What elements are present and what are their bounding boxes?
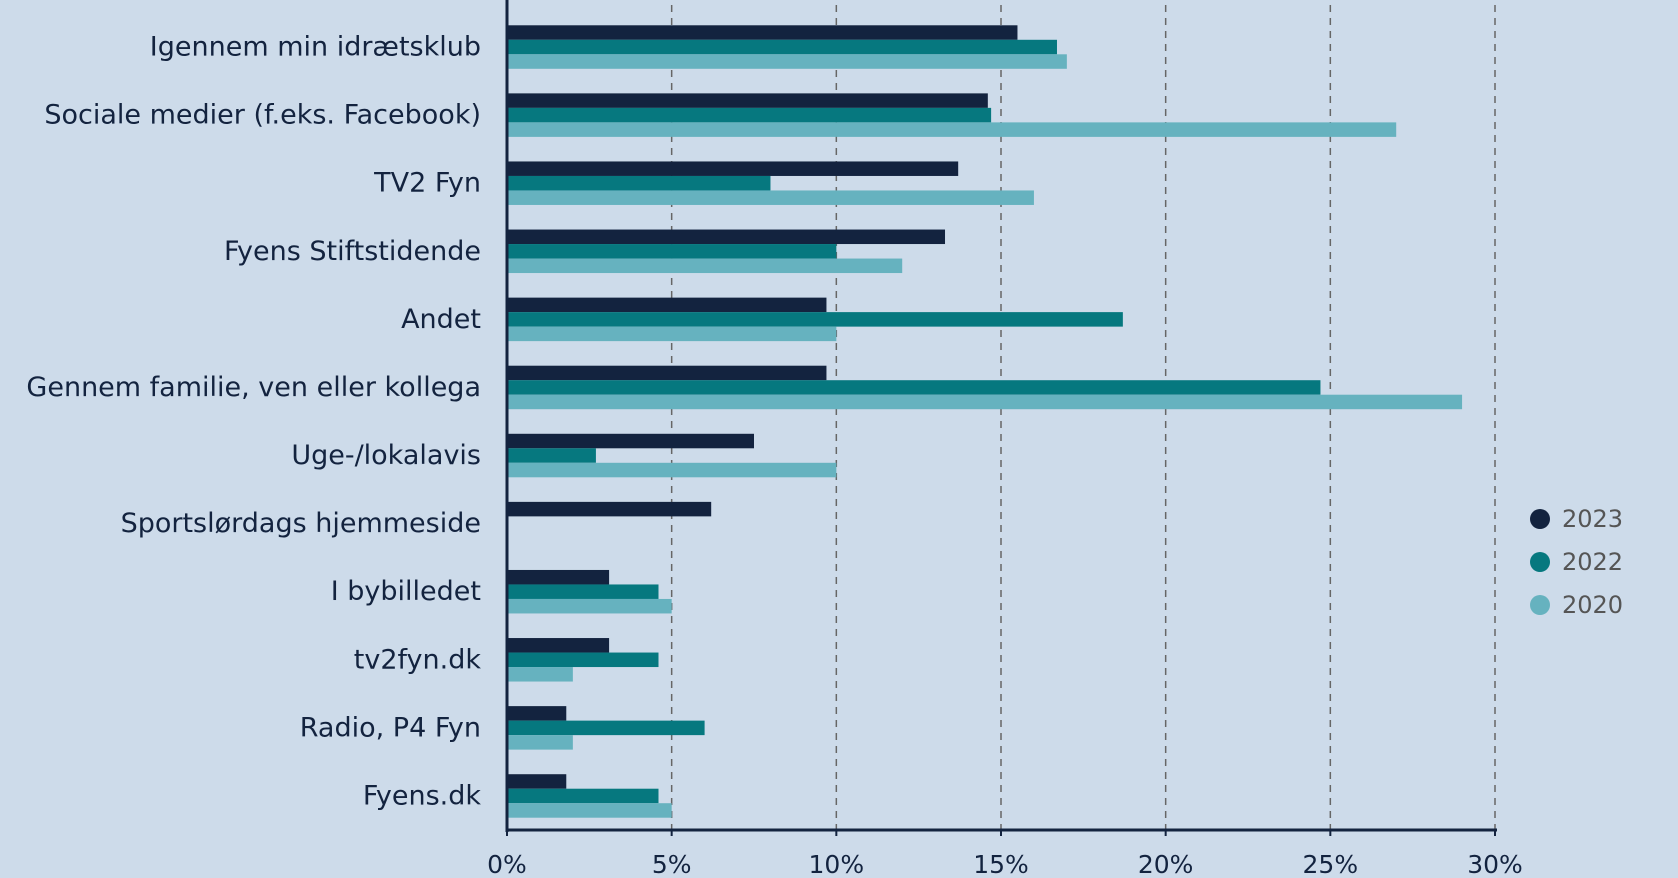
bar xyxy=(507,161,959,176)
bar xyxy=(507,433,754,449)
x-tick-label: 10% xyxy=(809,850,865,878)
y-tick-label: Sociale medier (f.eks. Facebook) xyxy=(44,100,481,131)
bar xyxy=(507,735,573,750)
bar xyxy=(507,394,1463,410)
bar xyxy=(507,365,827,381)
bar xyxy=(507,720,705,736)
bar xyxy=(507,448,596,463)
bar xyxy=(507,39,1057,55)
bar xyxy=(507,501,712,517)
legend-marker xyxy=(1530,595,1550,615)
y-tick-label: Radio, P4 Fyn xyxy=(300,712,481,743)
bar xyxy=(507,788,659,804)
bar xyxy=(507,774,567,789)
bar xyxy=(507,107,992,123)
y-tick-label: Igennem min idrætsklub xyxy=(150,32,481,63)
bar xyxy=(507,584,659,599)
y-tick-label: TV2 Fyn xyxy=(373,168,481,199)
bar xyxy=(507,297,827,313)
bar xyxy=(507,54,1067,69)
y-tick-label: Fyens.dk xyxy=(363,780,482,811)
bar xyxy=(507,93,988,108)
bar xyxy=(507,326,837,342)
x-tick-label: 5% xyxy=(652,850,692,878)
x-tick-label: 20% xyxy=(1138,850,1194,878)
y-tick-label: Andet xyxy=(401,304,481,335)
bar xyxy=(507,122,1397,137)
bar xyxy=(507,638,610,653)
legend-label: 2020 xyxy=(1562,591,1623,619)
bar xyxy=(507,175,771,191)
bar xyxy=(507,190,1034,205)
bar xyxy=(507,652,659,668)
legend-marker xyxy=(1530,552,1550,572)
x-tick-label: 25% xyxy=(1303,850,1359,878)
legend-label: 2023 xyxy=(1562,505,1623,533)
y-tick-label: Fyens Stiftstidende xyxy=(224,236,481,267)
y-tick-label: Uge-/lokalavis xyxy=(291,440,481,471)
y-tick-label: Sportslørdags hjemmeside xyxy=(121,508,481,539)
bar xyxy=(507,803,672,818)
legend-label: 2022 xyxy=(1562,548,1623,576)
legend-marker xyxy=(1530,509,1550,529)
x-tick-label: 30% xyxy=(1467,850,1523,878)
bar xyxy=(507,244,837,259)
bar xyxy=(507,462,837,478)
x-tick-label: 0% xyxy=(487,850,527,878)
bar xyxy=(507,569,610,585)
bar xyxy=(507,312,1123,327)
bar xyxy=(507,25,1018,40)
bar xyxy=(507,667,573,682)
bar xyxy=(507,258,903,274)
bar xyxy=(507,706,567,721)
y-tick-label: I bybilledet xyxy=(331,576,481,607)
bar xyxy=(507,598,672,614)
x-tick-label: 15% xyxy=(973,850,1029,878)
bar xyxy=(507,229,946,245)
bar xyxy=(507,380,1321,395)
y-tick-label: tv2fyn.dk xyxy=(354,644,482,675)
y-tick-label: Gennem familie, ven eller kollega xyxy=(26,372,481,403)
